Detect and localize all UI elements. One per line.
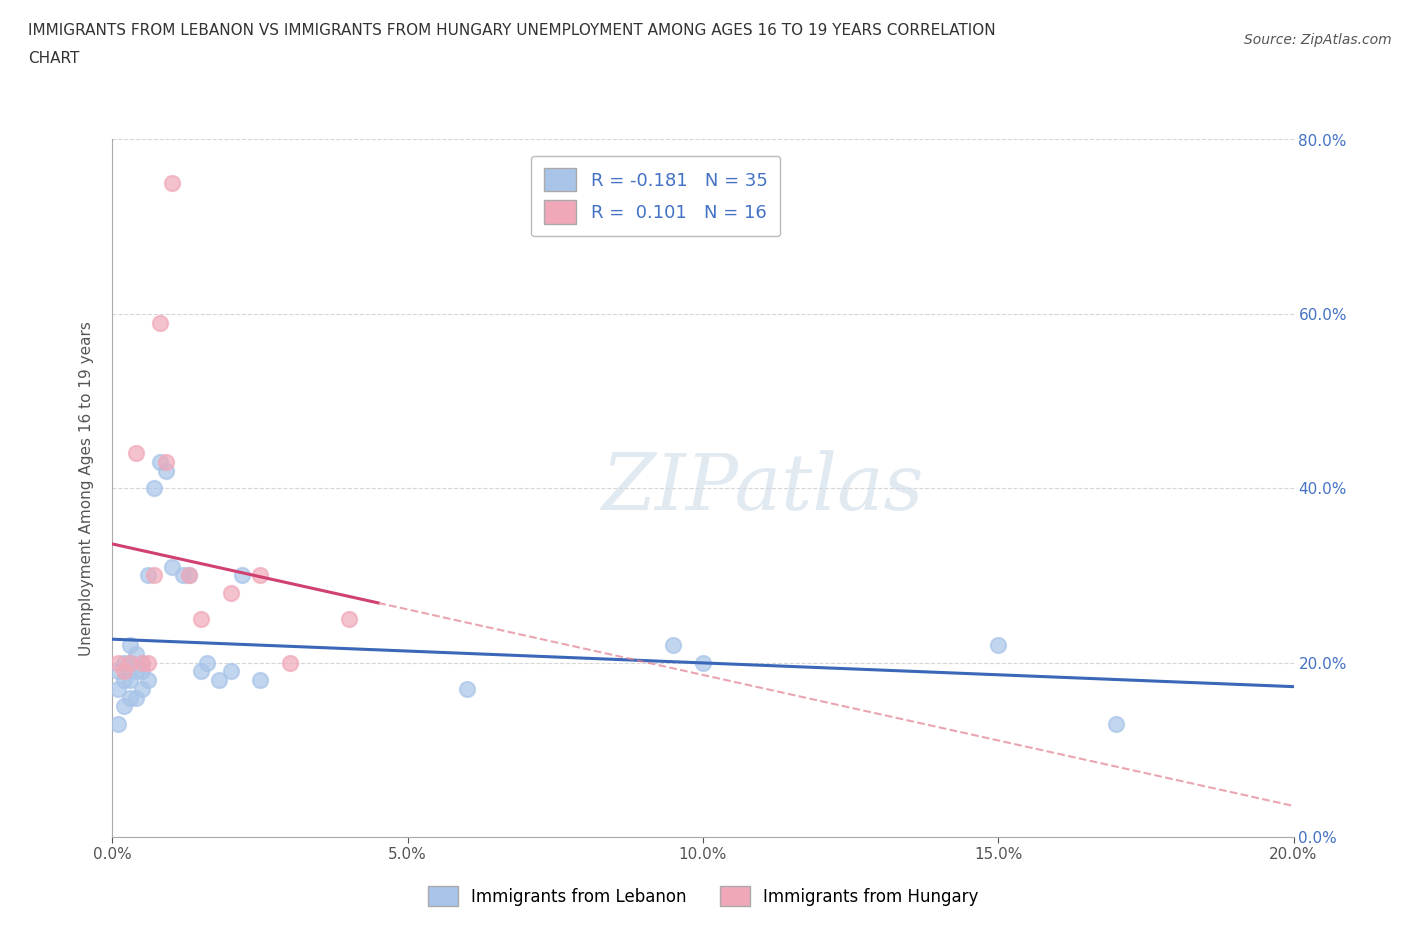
Point — [231, 568, 253, 583]
Point — [142, 568, 165, 583]
Point — [456, 682, 478, 697]
Point — [131, 656, 153, 671]
Point — [136, 672, 159, 687]
Point — [155, 463, 177, 478]
Point — [131, 682, 153, 697]
Point — [160, 559, 183, 574]
Point — [149, 315, 172, 330]
Point — [208, 672, 231, 687]
Text: ZIPatlas: ZIPatlas — [600, 450, 924, 526]
Legend: Immigrants from Lebanon, Immigrants from Hungary: Immigrants from Lebanon, Immigrants from… — [420, 880, 986, 912]
Point — [190, 664, 212, 679]
Point — [136, 656, 159, 671]
Point — [131, 656, 153, 671]
Point — [136, 568, 159, 583]
Point — [662, 638, 685, 653]
Point — [112, 664, 135, 679]
Point — [249, 568, 271, 583]
Point — [125, 664, 148, 679]
Point — [219, 664, 242, 679]
Point — [112, 672, 135, 687]
Y-axis label: Unemployment Among Ages 16 to 19 years: Unemployment Among Ages 16 to 19 years — [79, 321, 94, 656]
Point — [179, 568, 201, 583]
Point — [249, 672, 271, 687]
Point — [190, 612, 212, 627]
Point — [120, 690, 142, 705]
Point — [112, 656, 135, 671]
Point — [107, 656, 129, 671]
Point — [120, 656, 142, 671]
Point — [987, 638, 1010, 653]
Point — [107, 716, 129, 731]
Point — [131, 664, 153, 679]
Point — [107, 682, 129, 697]
Point — [125, 446, 148, 461]
Point — [120, 672, 142, 687]
Text: CHART: CHART — [28, 51, 80, 66]
Point — [1105, 716, 1128, 731]
Point — [692, 656, 714, 671]
Point — [142, 481, 165, 496]
Point — [337, 612, 360, 627]
Point — [107, 664, 129, 679]
Point — [149, 455, 172, 470]
Legend: R = -0.181   N = 35, R =  0.101   N = 16: R = -0.181 N = 35, R = 0.101 N = 16 — [531, 155, 780, 236]
Point — [219, 586, 242, 601]
Point — [179, 568, 201, 583]
Text: Source: ZipAtlas.com: Source: ZipAtlas.com — [1244, 33, 1392, 46]
Point — [172, 568, 194, 583]
Point — [120, 638, 142, 653]
Text: IMMIGRANTS FROM LEBANON VS IMMIGRANTS FROM HUNGARY UNEMPLOYMENT AMONG AGES 16 TO: IMMIGRANTS FROM LEBANON VS IMMIGRANTS FR… — [28, 23, 995, 38]
Point — [160, 176, 183, 191]
Point — [120, 656, 142, 671]
Point — [195, 656, 218, 671]
Point — [125, 690, 148, 705]
Point — [155, 455, 177, 470]
Point — [125, 646, 148, 661]
Point — [112, 698, 135, 713]
Point — [278, 656, 301, 671]
